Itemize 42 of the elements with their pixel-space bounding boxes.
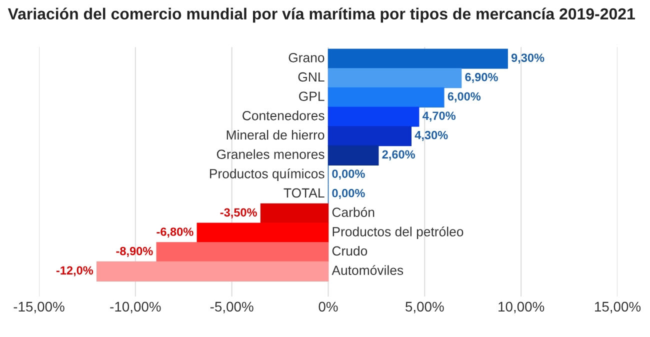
bar [196, 222, 329, 243]
y-tick-label: GNL [298, 72, 324, 82]
data-label: -6,80% [156, 228, 194, 238]
x-tick-label: -15,00% [14, 302, 64, 314]
y-tick-label: GPL [299, 92, 324, 101]
bar [328, 48, 508, 69]
data-label: 4,70% [422, 112, 456, 122]
data-label: 6,00% [448, 92, 481, 102]
y-tick-label: Graneles menores [216, 149, 324, 159]
bar [328, 145, 379, 166]
bar [328, 106, 420, 127]
data-label: 4,30% [414, 130, 448, 141]
data-label: -3,50% [220, 208, 257, 218]
y-tick-label: Automóviles [332, 265, 404, 275]
bar [96, 261, 329, 282]
data-label: 6,90% [465, 72, 498, 83]
data-label: 0,00% [332, 170, 365, 180]
y-tick-label: Grano [288, 52, 324, 62]
y-tick-label: Carbón [332, 207, 374, 217]
x-tick-label: 15,00% [595, 302, 641, 314]
y-tick-label: Mineral de hierro [226, 130, 324, 140]
x-tick-label: 5,00% [406, 302, 444, 314]
x-tick-label: 0% [318, 302, 338, 312]
bar [260, 203, 329, 224]
bar [328, 87, 444, 108]
data-label: 0,00% [332, 188, 365, 199]
y-tick-label: Productos químicos [210, 168, 324, 181]
data-label: -12,0% [56, 266, 94, 276]
x-tick-label: 10,00% [498, 302, 544, 314]
y-tick-label: Productos del petróleo [332, 226, 464, 239]
bar [328, 68, 462, 88]
y-tick-label: TOTAL [284, 188, 324, 198]
x-tick-label: -5,00% [210, 302, 254, 314]
data-label: 2,60% [382, 150, 416, 160]
x-tick-label: -10,00% [110, 302, 161, 314]
data-label: 9,30% [511, 54, 544, 64]
bar [328, 126, 412, 146]
y-tick-label: Crudo [332, 246, 368, 256]
y-tick-label: Contenedores [242, 110, 324, 120]
bar [156, 242, 329, 262]
data-label: -8,90% [116, 246, 153, 257]
chart-title: Variación del comercio mundial por vía marítima por tipos de mercancía 2019-2021 [8, 8, 635, 23]
